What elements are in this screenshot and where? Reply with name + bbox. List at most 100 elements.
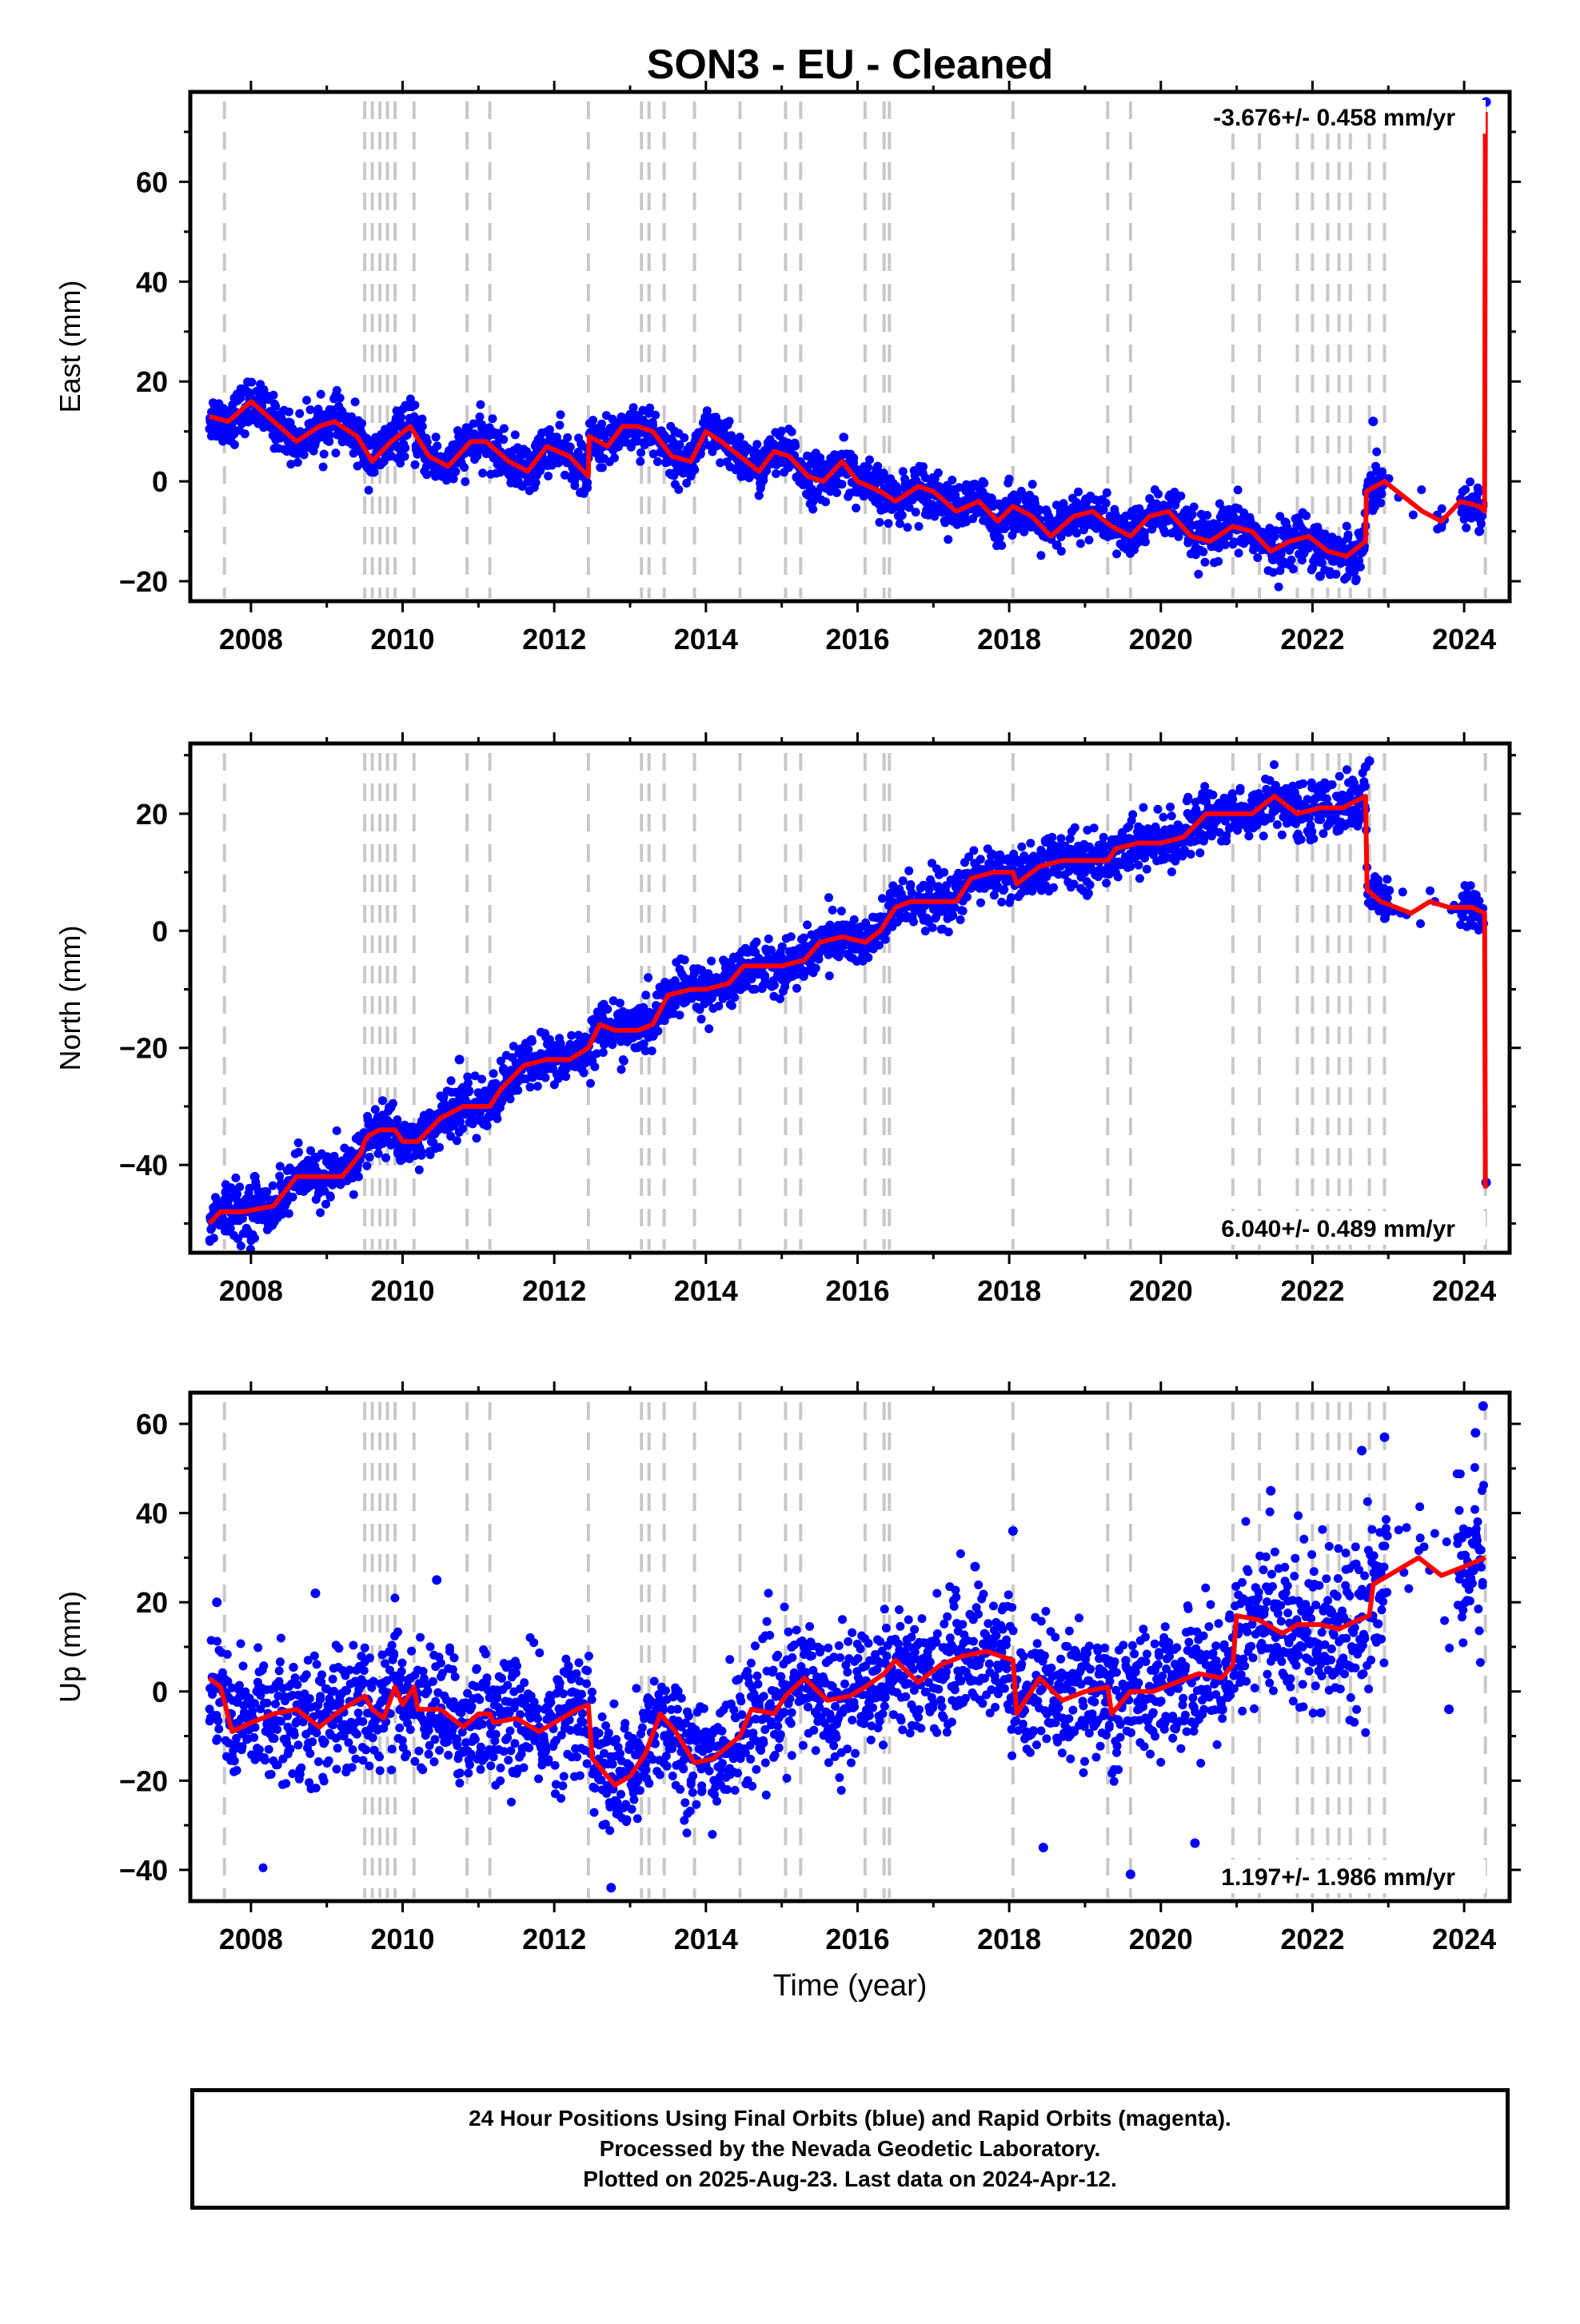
- data-point: [1200, 782, 1209, 791]
- data-point: [1071, 823, 1079, 832]
- data-point: [1090, 823, 1099, 832]
- x-tick-label: 2008: [219, 623, 283, 656]
- data-point: [1302, 512, 1311, 520]
- data-point: [1167, 867, 1176, 876]
- data-point: [1235, 548, 1243, 557]
- data-point: [563, 433, 572, 442]
- data-point: [1368, 417, 1378, 426]
- data-point: [1036, 551, 1045, 560]
- data-point: [760, 971, 769, 980]
- x-tick-label: 2012: [522, 623, 586, 656]
- data-point: [271, 402, 280, 411]
- data-point: [533, 1082, 542, 1090]
- data-point: [1335, 772, 1344, 781]
- data-point: [803, 920, 812, 929]
- data-point: [1228, 795, 1237, 803]
- data-point: [896, 520, 904, 528]
- data-point: [561, 1072, 570, 1081]
- data-point: [460, 463, 469, 472]
- data-point: [432, 433, 441, 441]
- data-point: [453, 1136, 461, 1145]
- data-point: [477, 1074, 486, 1083]
- x-tick-label: 2024: [1432, 623, 1496, 656]
- data-point: [417, 1147, 426, 1156]
- data-point: [674, 485, 683, 494]
- data-point: [1154, 805, 1163, 814]
- x-tick-label: 2010: [370, 623, 434, 656]
- data-point: [1139, 803, 1147, 812]
- data-point: [1201, 558, 1210, 567]
- data-point: [1103, 488, 1111, 497]
- data-point: [381, 1154, 390, 1162]
- data-point: [849, 453, 858, 462]
- data-point: [1437, 523, 1446, 532]
- data-point: [725, 417, 734, 425]
- data-point: [1409, 511, 1418, 520]
- data-point: [476, 413, 485, 421]
- data-point: [1289, 564, 1298, 573]
- data-point: [333, 386, 341, 395]
- data-point: [651, 411, 660, 420]
- data-point: [873, 462, 882, 471]
- data-point: [778, 943, 787, 951]
- data-point: [365, 486, 373, 495]
- data-point: [509, 1042, 518, 1050]
- data-point: [306, 405, 315, 414]
- data-point: [832, 488, 841, 497]
- data-point: [325, 431, 334, 440]
- data-point: [1203, 511, 1211, 520]
- data-point: [697, 1015, 706, 1023]
- data-point: [909, 918, 918, 927]
- data-point: [824, 893, 833, 902]
- data-point: [1085, 536, 1094, 544]
- data-point: [1134, 861, 1143, 870]
- data-point: [1343, 522, 1351, 531]
- data-point: [1099, 833, 1108, 842]
- data-point: [1187, 850, 1195, 859]
- data-point: [800, 934, 808, 943]
- data-point: [1049, 883, 1058, 892]
- data-point: [231, 1174, 240, 1182]
- data-point: [1017, 843, 1026, 851]
- data-point: [336, 393, 345, 402]
- data-point: [850, 915, 859, 924]
- data-point: [589, 416, 597, 425]
- data-point: [645, 404, 654, 413]
- data-point: [477, 401, 485, 409]
- data-point: [333, 1126, 341, 1135]
- data-point: [1376, 499, 1385, 508]
- data-point: [1102, 879, 1111, 887]
- data-point: [247, 378, 256, 387]
- data-point: [1244, 831, 1253, 840]
- data-point: [976, 899, 985, 907]
- data-point: [1343, 765, 1351, 774]
- data-point: [1461, 485, 1470, 494]
- data-point: [580, 1069, 589, 1078]
- data-point: [1188, 510, 1197, 519]
- data-point: [1112, 549, 1121, 558]
- data-point: [1047, 833, 1056, 842]
- data-point: [934, 468, 943, 477]
- data-point: [940, 868, 948, 877]
- data-point: [1309, 835, 1318, 843]
- data-point: [928, 923, 937, 932]
- data-point: [1183, 793, 1192, 802]
- data-point: [1474, 527, 1484, 536]
- data-point: [393, 1115, 401, 1124]
- data-point: [997, 541, 1006, 550]
- data-point: [792, 984, 801, 993]
- x-tick-label: 2014: [674, 623, 738, 656]
- data-point: [840, 433, 848, 442]
- data-point: [489, 1069, 498, 1078]
- data-point: [776, 995, 784, 1003]
- data-point: [1007, 893, 1015, 902]
- data-point: [644, 973, 652, 982]
- data-point: [374, 1150, 383, 1158]
- data-point: [528, 1037, 537, 1046]
- data-point: [876, 518, 884, 527]
- data-point: [1273, 820, 1282, 829]
- data-point: [285, 1210, 293, 1218]
- data-point: [489, 414, 497, 423]
- data-point: [1361, 782, 1370, 791]
- data-point: [777, 427, 786, 436]
